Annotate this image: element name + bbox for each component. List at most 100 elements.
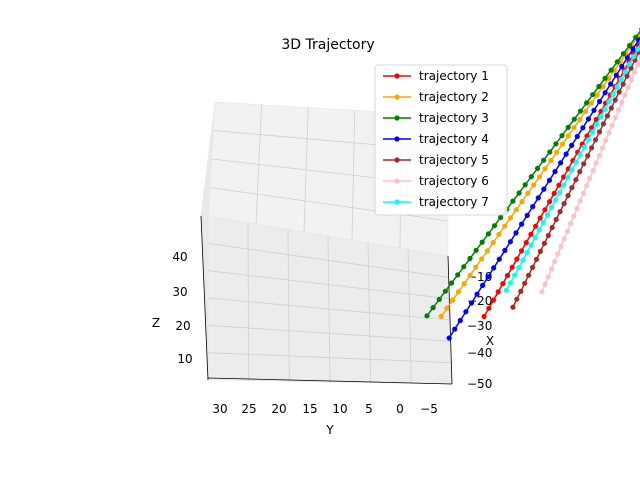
trajectory-lines [424,27,640,341]
trajectory-point [514,256,520,262]
trajectory-line [448,36,640,339]
trajectory-point [580,125,586,131]
trajectory-point [528,174,534,180]
x-tick-label: −30 [467,319,492,333]
trajectory-point [565,193,571,199]
trajectory-point [509,264,515,270]
trajectory-point [626,61,633,67]
trajectory-point [606,75,612,82]
trajectory-line [483,41,640,317]
trajectory-point [513,230,519,236]
trajectory-point [564,228,571,234]
trajectory-point [565,133,571,139]
trajectory-point [609,122,615,128]
trajectory-point [559,133,565,139]
trajectory-point [569,142,575,148]
trajectory-point [620,51,627,57]
trajectory-point [602,90,608,96]
trajectory-point [511,272,518,278]
y-tick-label: 5 [365,402,373,416]
trajectory-point [490,240,496,246]
trajectory-point [577,169,583,175]
trajectory-point [565,124,571,130]
trajectory-point [473,264,479,270]
trajectory-point [553,216,559,223]
trajectory-point [600,84,606,90]
trajectory-point [536,227,542,233]
trajectory-point [548,204,555,210]
trajectory-point [479,239,485,245]
trajectory-point [627,42,633,49]
trajectory-point [438,313,444,319]
trajectory-point [597,98,603,105]
trajectory-point [474,291,480,297]
z-axis-line [200,215,209,381]
trajectory-point [463,309,469,315]
z-tick-label: 30 [172,285,187,299]
trajectory-point [608,67,614,73]
trajectory-line [426,30,640,317]
trajectory-point [533,256,540,262]
trajectory-point [619,99,625,105]
trajectory-point [485,274,491,280]
trajectory-point [484,248,490,254]
trajectory-point [573,159,579,165]
trajectory-point [552,258,558,265]
trajectory-point [513,207,519,213]
trajectory-point [457,317,463,324]
trajectory-point [594,121,600,128]
trajectory-point [498,214,504,221]
trajectory-point [510,304,516,310]
trajectory-point [616,89,622,95]
trajectory-point [574,205,580,212]
trajectory-point [589,145,595,151]
trajectory-point [631,54,637,60]
trajectory-point [533,223,539,229]
trajectory-point [541,186,547,192]
trajectory-point [537,248,544,254]
trajectory-point [491,265,497,271]
x-axis-line [447,255,453,385]
trajectory-point [545,232,551,239]
trajectory-point [557,209,563,215]
trajectory-point [485,231,491,237]
trajectory-point [596,129,603,135]
trajectory-point [530,264,536,270]
x-tick-label: −40 [467,346,492,360]
trajectory-point [549,224,555,231]
trajectory-point [602,106,608,112]
trajectory-point [594,92,600,98]
trajectory-point [561,174,567,180]
z-tick-label: 40 [172,250,187,264]
trajectory-point [561,236,567,242]
trajectory-point [467,272,473,278]
x-axis-label: X [486,334,494,348]
y-axis-line [207,377,453,385]
trajectory-point [571,116,577,122]
y-tick-label: 10 [332,402,347,416]
trajectory-point [596,83,602,90]
trajectory-point [442,288,448,294]
trajectory-point [523,240,529,246]
trajectory-point [522,280,528,286]
y-tick-label: 0 [396,402,404,416]
trajectory-point [590,92,596,98]
trajectory-point [622,92,628,98]
trajectory-point [516,265,522,271]
legend-marker [394,199,400,205]
trajectory-point [537,215,543,221]
trajectory-point [589,125,595,131]
y-tick-label: −5 [420,402,438,416]
trajectory-point [620,81,626,87]
trajectory-point [571,213,577,219]
trajectory-point [584,100,590,106]
trajectory-point [561,201,567,207]
trajectory-point [552,169,558,175]
trajectory-point [614,84,620,90]
trajectory-point [491,223,498,229]
trajectory-point [593,116,599,123]
trajectory-point [507,280,514,286]
trajectory-point [542,207,548,213]
trajectory-point [495,289,501,295]
trajectory-point [624,55,631,61]
